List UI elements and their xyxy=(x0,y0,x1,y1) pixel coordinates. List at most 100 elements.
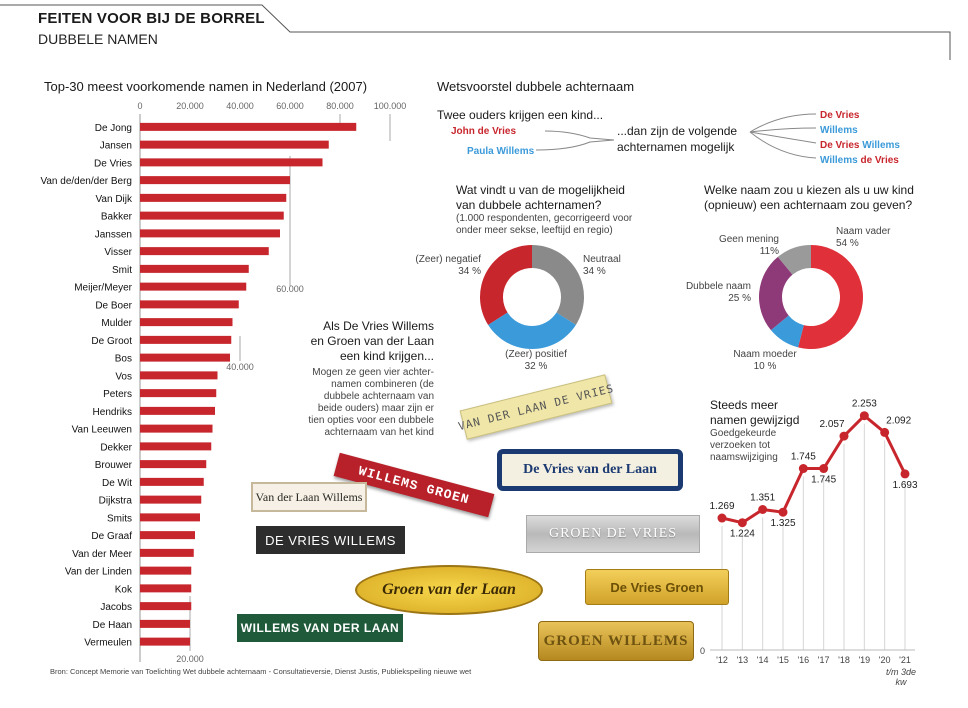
bar-axis-tick-label: 100.000 xyxy=(374,101,407,111)
bar-category-label: Visser xyxy=(104,247,132,258)
bar xyxy=(140,300,239,309)
bar-category-label: Janssen xyxy=(95,229,132,240)
parent-1: John de Vries xyxy=(451,126,517,137)
bar xyxy=(140,495,202,504)
plate-groen-de-vries: GROEN DE VRIES xyxy=(526,515,700,553)
bar xyxy=(140,176,290,185)
bar xyxy=(140,335,232,344)
line-data-label: 2.092 xyxy=(886,415,911,426)
plate-groen-willems: GROEN WILLEMS xyxy=(538,621,694,661)
proposal-title: Wetsvoorstel dubbele achternaam xyxy=(437,79,635,94)
plate-van-der-laan-willems: Van der Laan Willems xyxy=(251,482,367,512)
option-3: De Vries Willems xyxy=(820,140,900,151)
proposal-intro: Twee ouders krijgen een kind... xyxy=(437,108,604,122)
bar-category-label: Meijer/Meyer xyxy=(74,283,132,294)
line-x-tick-label: '20 xyxy=(879,655,891,665)
line-x-tick-label: '12 xyxy=(716,655,728,665)
bar-category-label: Van Leeuwen xyxy=(72,425,132,436)
option-2: Willems xyxy=(820,125,858,136)
line-point xyxy=(737,518,747,528)
line-x-tick-label: '15 xyxy=(777,655,789,665)
donut1-note: (1.000 respondenten, gecorrigeerd voor o… xyxy=(456,213,633,236)
proposal-result: ...dan zijn de volgende achternamen moge… xyxy=(617,124,738,154)
bar-category-label: Vos xyxy=(115,371,132,382)
donut2-label-moeder: Naam moeder 10 % xyxy=(733,349,797,372)
line-x-note: t/m 3de kw xyxy=(886,667,917,687)
bar-category-label: Dijkstra xyxy=(99,496,133,507)
line-point xyxy=(778,507,788,517)
bar xyxy=(140,460,207,469)
line-point xyxy=(839,431,849,441)
bar xyxy=(140,619,190,628)
bar-category-label: Van der Linden xyxy=(65,567,132,578)
donut-slice-zeer-positief xyxy=(488,312,576,349)
bar xyxy=(140,193,287,202)
option-4: Willems de Vries xyxy=(820,155,899,166)
bar-category-label: Bos xyxy=(115,354,132,365)
bar xyxy=(140,158,323,167)
line-point xyxy=(900,469,910,479)
line-x-tick-label: '17 xyxy=(818,655,830,665)
line-chart-note: Goedgekeurde verzoeken tot naamswijzigin… xyxy=(710,428,778,463)
bar xyxy=(140,548,194,557)
line-data-label: 2.057 xyxy=(819,419,844,430)
bar xyxy=(140,389,217,398)
bar xyxy=(140,353,230,362)
donut1-label-positief: (Zeer) positief 32 % xyxy=(505,349,567,372)
bar-category-label: Van Dijk xyxy=(96,194,133,205)
donut2-title: Welke naam zou u kiezen als u uw kind (o… xyxy=(704,183,914,212)
bar-category-label: Bakker xyxy=(101,212,133,223)
line-y-zero-label: 0 xyxy=(700,646,705,656)
bar-inner-tick-label: 20.000 xyxy=(176,654,204,664)
bar-category-label: De Graaf xyxy=(91,531,132,542)
bar xyxy=(140,282,247,291)
bar xyxy=(140,602,192,611)
bar-axis-tick-label: 80.000 xyxy=(326,101,354,111)
bar-category-label: Smit xyxy=(112,265,132,276)
example-heading: Als De Vries Willems en Groen van der La… xyxy=(310,319,434,363)
source-note: Bron: Concept Memorie van Toelichting We… xyxy=(50,667,472,676)
line-chart: 0 1.269 1.224 1.351 1.325 1.745 1.745 2.057 2.25… xyxy=(700,399,918,665)
bar xyxy=(140,247,269,256)
bar-category-label: Peters xyxy=(103,389,132,400)
plate-de-vries-willems: DE VRIES WILLEMS xyxy=(256,526,405,554)
line-data-label: 1.745 xyxy=(811,475,836,486)
bar-category-label: De Vries xyxy=(94,158,132,169)
plate-de-vries-groen: De Vries Groen xyxy=(585,569,729,605)
bar-category-label: De Groot xyxy=(91,336,132,347)
bar xyxy=(140,584,192,593)
bar xyxy=(140,531,195,540)
bar-category-label: Hendriks xyxy=(93,407,132,418)
donut-slice-zeer-negatief xyxy=(480,245,532,325)
parent-2: Paula Willems xyxy=(467,146,535,157)
bar-inner-tick-label: 60.000 xyxy=(276,284,304,294)
bar-category-label: De Wit xyxy=(102,478,132,489)
bar xyxy=(140,140,329,149)
line-data-label: 1.269 xyxy=(709,501,734,512)
example-body: Mogen ze geen vier achter-namen combiner… xyxy=(308,367,434,438)
bar-chart-title: Top-30 meest voorkomende namen in Nederl… xyxy=(44,79,368,94)
bar-category-label: Mulder xyxy=(101,318,132,329)
plate-groen-van-der-laan: Groen van der Laan xyxy=(355,565,543,615)
header-rule xyxy=(0,4,951,60)
line-data-label: 1.224 xyxy=(730,529,755,540)
line-data-label: 1.693 xyxy=(892,480,917,491)
bar xyxy=(140,442,212,451)
bar-category-label: Smits xyxy=(107,513,132,524)
bar xyxy=(140,122,357,131)
bar xyxy=(140,513,200,522)
bar-category-label: Van de/den/der Berg xyxy=(40,176,132,187)
line-x-tick-label: '18 xyxy=(838,655,850,665)
header-frame xyxy=(0,0,968,60)
bar-category-label: De Jong xyxy=(95,123,132,134)
bar xyxy=(140,566,192,575)
bar xyxy=(140,318,233,327)
bar-category-label: De Haan xyxy=(93,620,132,631)
page-title: FEITEN VOOR BIJ DE BORREL xyxy=(38,10,265,27)
bar-inner-tick-label: 40.000 xyxy=(226,362,254,372)
line-data-label: 1.325 xyxy=(770,518,795,529)
line-point xyxy=(880,427,890,437)
line-data-label: 1.351 xyxy=(750,492,775,503)
line-x-tick-label: '13 xyxy=(736,655,748,665)
plate-van-der-laan-de-vries: VAN DER LAAN DE VRIES xyxy=(457,374,615,440)
